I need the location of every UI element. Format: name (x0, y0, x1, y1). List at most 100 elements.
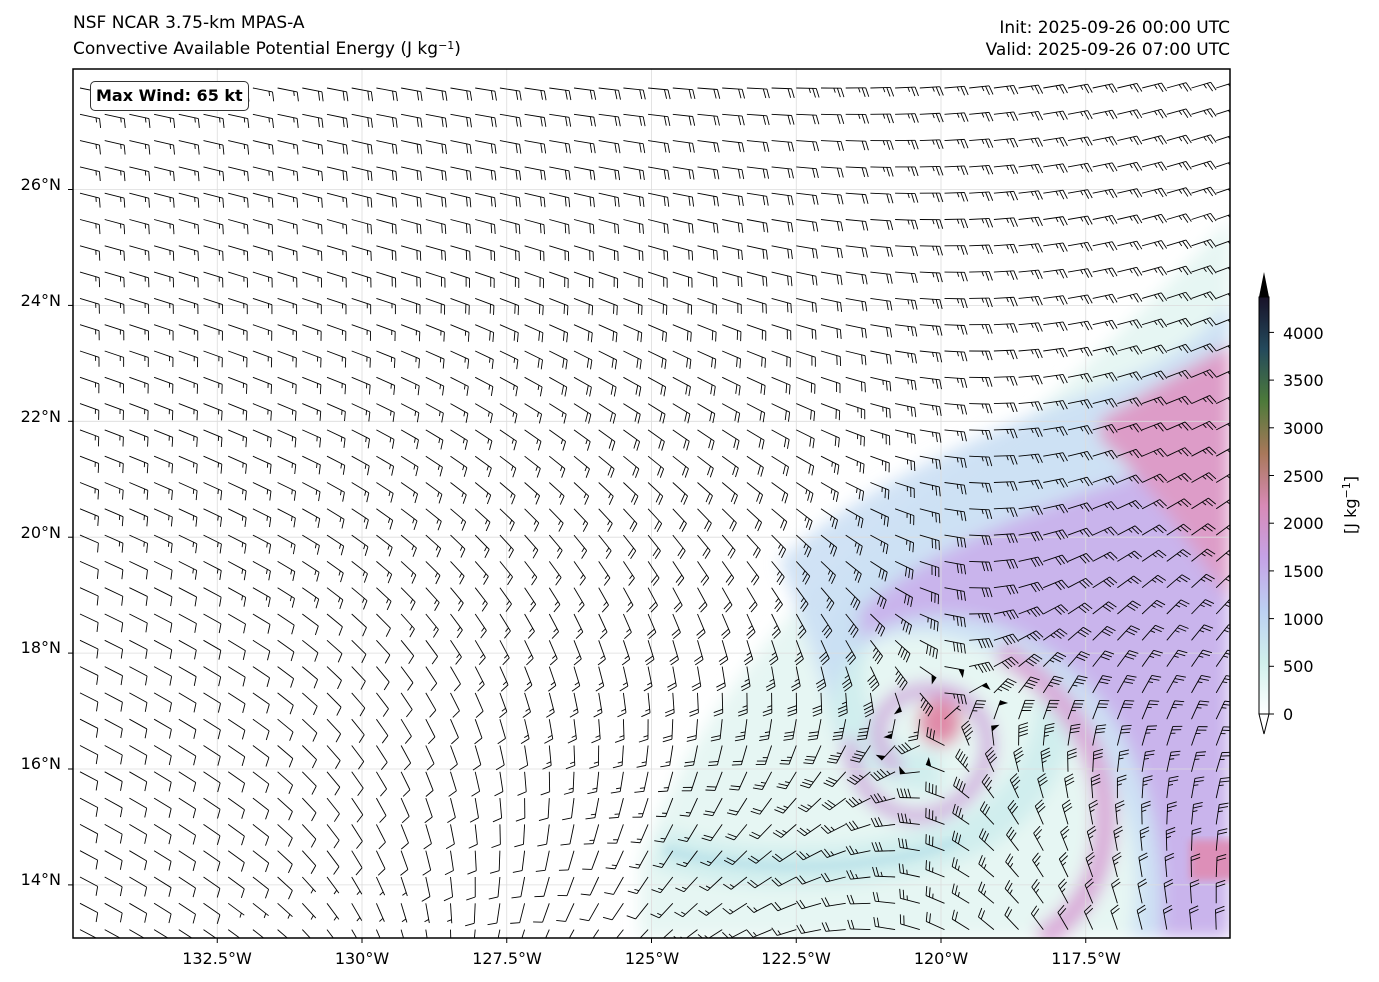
wind-barb (894, 560, 914, 580)
wind-barb (1018, 269, 1043, 280)
wind-barb (351, 639, 367, 664)
wind-barb (895, 139, 919, 150)
wind-barb (977, 907, 995, 930)
wind-barb (993, 609, 1019, 620)
wind-barb (302, 271, 323, 288)
wind-barb (153, 902, 172, 924)
wind-barb (252, 824, 270, 846)
wind-barb (623, 113, 646, 127)
wind-barb (623, 324, 643, 343)
wind-barb (79, 902, 99, 923)
wind-barb (302, 219, 323, 235)
wind-barb (252, 902, 269, 919)
wind-barb (993, 243, 1018, 254)
wind-barb (277, 140, 299, 155)
wind-barb (277, 429, 297, 448)
wind-barb (1042, 699, 1060, 720)
wind-barb (301, 824, 317, 848)
wind-barb (820, 587, 835, 612)
wind-barb (1018, 699, 1035, 720)
wind-barb (1141, 447, 1168, 458)
wind-barb (870, 534, 889, 555)
wind-barb (870, 640, 883, 665)
wind-barb (425, 718, 436, 745)
wind-barb (993, 323, 1018, 333)
wind-barb (1215, 726, 1230, 746)
wind-barb (919, 219, 944, 229)
wind-barb (919, 112, 944, 123)
wind-barb (104, 560, 124, 580)
wind-barb (400, 376, 420, 396)
wind-barb (351, 718, 365, 743)
wind-barb (1018, 84, 1044, 95)
wind-barb (277, 561, 296, 581)
wind-barb (623, 508, 638, 533)
wind-barb (845, 508, 864, 529)
wind-barb (1092, 83, 1118, 93)
wind-barb (548, 613, 560, 639)
wind-barb (499, 508, 515, 532)
wind-barb (1166, 161, 1192, 171)
wind-barb (178, 876, 196, 898)
wind-barb (400, 929, 404, 938)
wind-barb (694, 640, 704, 666)
wind-barb (795, 587, 809, 612)
wind-barb (820, 534, 838, 557)
wind-barb (524, 640, 534, 666)
wind-barb (549, 403, 567, 424)
wind-barb (400, 482, 418, 504)
wind-barb (203, 850, 221, 872)
wind-barb (746, 376, 766, 396)
wind-barb (227, 561, 247, 581)
wind-barb (845, 297, 868, 312)
wind-barb (79, 350, 100, 367)
wind-barb (400, 455, 419, 477)
wind-barb (1215, 649, 1230, 667)
wind-barb (919, 297, 943, 309)
wind-barb (351, 140, 373, 155)
wind-barb (400, 903, 408, 923)
wind-barb (227, 666, 246, 687)
wind-barb (499, 192, 521, 208)
wind-barb (129, 508, 149, 527)
wind-barb (1141, 524, 1167, 536)
wind-barb (1043, 400, 1068, 410)
wind-barb (598, 113, 621, 127)
wind-barb (623, 561, 635, 586)
wind-barb (129, 850, 148, 871)
wind-barb (549, 297, 569, 316)
wind-barb (746, 403, 766, 423)
wind-barb (450, 534, 466, 558)
wind-barb (1018, 581, 1044, 593)
wind-barb (1067, 527, 1094, 538)
wind-barb (475, 350, 494, 370)
wind-barb (79, 245, 101, 261)
wind-barb (1189, 905, 1199, 930)
wind-barb (845, 166, 869, 178)
wind-barb (672, 192, 695, 207)
wind-barb (1112, 852, 1122, 878)
wind-barb (723, 876, 748, 890)
wind-barb (1117, 423, 1143, 433)
wind-barb (489, 850, 501, 874)
wind-barb (1166, 549, 1191, 562)
wind-barb (895, 271, 918, 284)
y-tick-label: 14°N (21, 870, 61, 889)
wind-barb (227, 692, 246, 714)
wind-barb (465, 903, 476, 927)
wind-barb (302, 140, 324, 155)
wind-barb (919, 455, 942, 470)
wind-barb (993, 533, 1018, 544)
wind-barb (400, 350, 420, 369)
wind-barb (1018, 375, 1043, 385)
wind-barb (925, 781, 945, 799)
wind-barb (401, 140, 423, 155)
wind-barb (662, 719, 674, 743)
wind-barb (499, 587, 512, 612)
wind-barb (589, 745, 600, 769)
wind-barb (993, 270, 1018, 280)
wind-barb (845, 219, 869, 231)
wind-barb (129, 376, 149, 394)
wind-barb (623, 534, 637, 559)
wind-barb (993, 296, 1018, 307)
